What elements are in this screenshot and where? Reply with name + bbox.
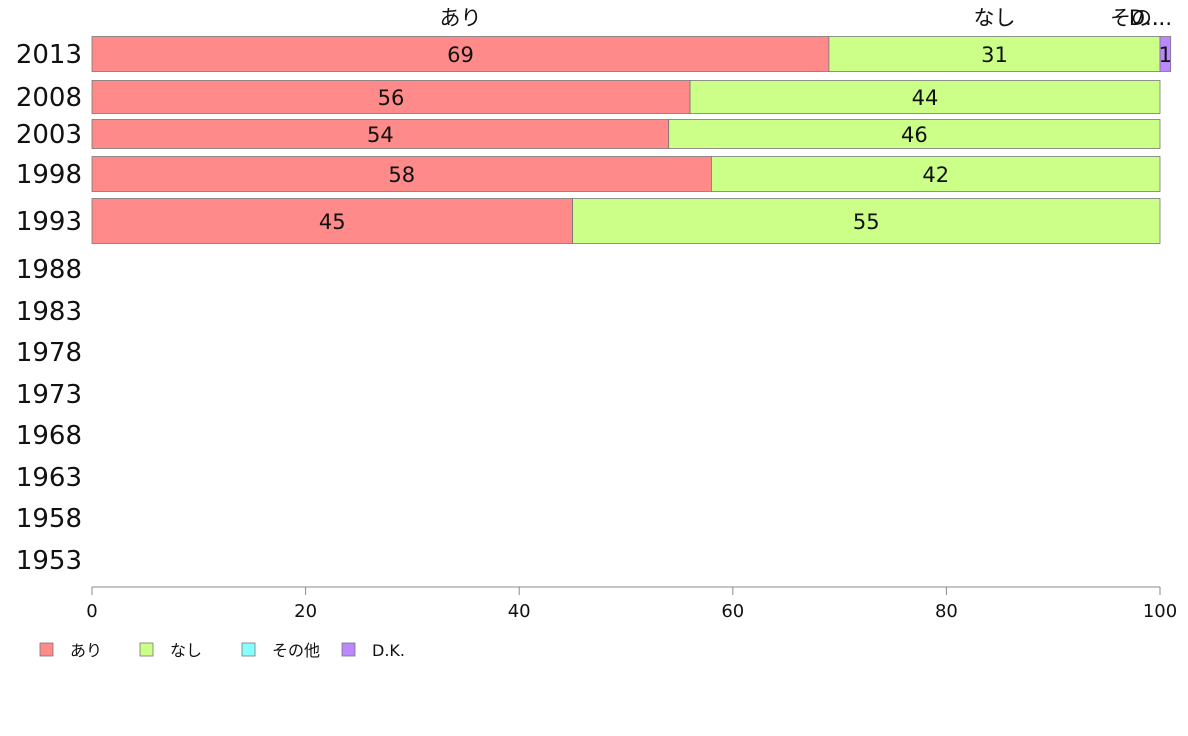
legend-label-3: D.K. (372, 641, 405, 660)
x-tick-label-80: 80 (935, 601, 958, 622)
year-label-1993: 1993 (16, 207, 82, 237)
top-label-2: その... (1110, 6, 1172, 30)
x-tick-label-0: 0 (86, 601, 97, 622)
top-label-3: D... (1129, 6, 1165, 30)
value-label-1993-1: 55 (853, 210, 880, 234)
bar-2013-3 (1159, 36, 1172, 72)
year-label-1988: 1988 (16, 255, 82, 285)
year-label-1978: 1978 (16, 338, 82, 368)
year-label-2013: 2013 (16, 40, 82, 70)
year-axis-labels: 2013 2008 2003 1998 1993 1988 1983 1978 1973 1968… (16, 40, 82, 576)
bar-2013-0 (91, 36, 830, 72)
x-tick-label-40: 40 (508, 601, 531, 622)
year-label-1968: 1968 (16, 421, 82, 451)
bar-2008-1 (689, 80, 1161, 114)
year-label-1963: 1963 (16, 463, 82, 493)
bar-2013-1 (828, 36, 1161, 72)
year-label-1998: 1998 (16, 160, 82, 190)
year-label-1973: 1973 (16, 380, 82, 410)
top-label-1: なし (973, 6, 1015, 30)
x-tick-label-20: 20 (294, 601, 317, 622)
bar-segments (91, 36, 1172, 244)
value-label-1998-1: 42 (922, 163, 949, 187)
legend-swatch-0 (39, 642, 54, 657)
value-label-1993-0: 45 (319, 210, 346, 234)
year-label-1953: 1953 (16, 546, 82, 576)
legend-swatch-1 (139, 642, 154, 657)
top-label-0: あり (439, 6, 481, 30)
legend-swatch-3 (341, 642, 356, 657)
bar-value-labels: 69 31 1 56 44 54 46 58 42 45 55 (319, 43, 1172, 234)
bar-2003-1 (668, 119, 1161, 149)
bar-2008-0 (91, 80, 691, 114)
top-category-labels: あり なし その...D... (439, 6, 1172, 30)
value-label-2013-0: 69 (447, 43, 474, 67)
value-label-1998-0: 58 (388, 163, 415, 187)
year-label-1983: 1983 (16, 297, 82, 327)
year-label-2008: 2008 (16, 83, 82, 113)
value-label-2013-1: 31 (981, 43, 1008, 67)
bar-1993-0 (91, 198, 574, 244)
legend-label-2: その他 (272, 641, 320, 660)
value-label-2003-1: 46 (901, 123, 928, 147)
value-label-2003-0: 54 (367, 123, 394, 147)
bar-2003-0 (91, 119, 670, 149)
bar-1998-0 (91, 156, 712, 192)
x-tick-label-100: 100 (1143, 601, 1177, 622)
value-label-2008-1: 44 (912, 86, 939, 110)
x-tick-label-60: 60 (721, 601, 744, 622)
value-label-2013-3: 1 (1159, 43, 1172, 67)
legend-swatch-2 (241, 642, 256, 657)
x-axis: 0 20 40 60 80 100 (86, 586, 1177, 622)
bar-1998-1 (711, 156, 1161, 192)
year-label-2003: 2003 (16, 120, 82, 150)
legend-label-0: あり (70, 641, 102, 660)
year-label-1958: 1958 (16, 504, 82, 534)
legend: あり なし その他 D.K. (39, 641, 405, 660)
bar-1993-1 (572, 198, 1161, 244)
value-label-2008-0: 56 (378, 86, 405, 110)
legend-label-1: なし (170, 641, 202, 660)
